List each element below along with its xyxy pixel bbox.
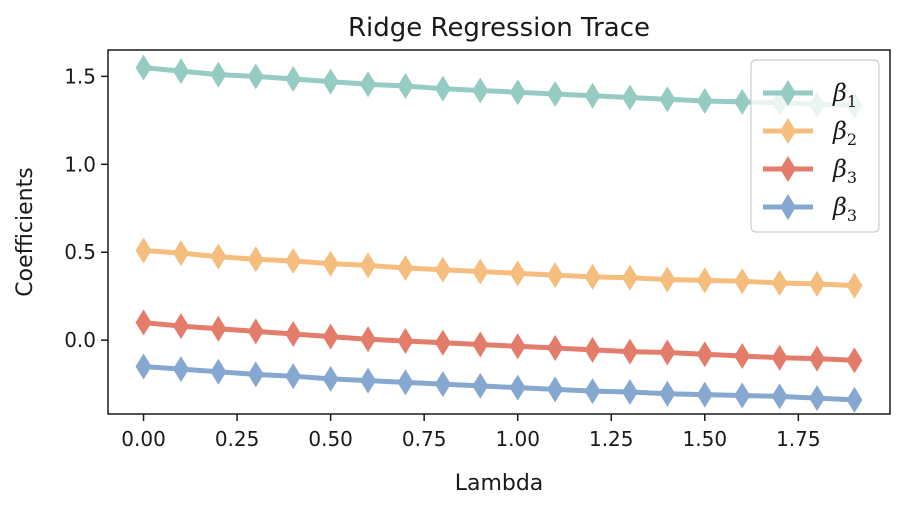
y-tick-label: 0.5 — [64, 240, 96, 264]
data-point — [360, 326, 376, 352]
data-point — [697, 341, 713, 367]
data-point — [248, 246, 264, 272]
x-tick-label: 1.75 — [776, 427, 821, 451]
data-point — [173, 356, 189, 382]
data-point — [397, 73, 413, 99]
data-point — [435, 371, 451, 397]
x-tick-label: 1.50 — [683, 427, 728, 451]
data-point — [210, 359, 226, 385]
data-point — [472, 332, 488, 358]
data-point — [772, 383, 788, 409]
data-point — [248, 318, 264, 344]
data-point — [809, 385, 825, 411]
data-point — [173, 58, 189, 84]
data-point — [585, 337, 601, 363]
x-axis-label: Lambda — [455, 471, 544, 496]
data-point — [510, 79, 526, 105]
data-point — [136, 55, 152, 81]
x-tick-label: 0.75 — [402, 427, 447, 451]
data-point — [323, 366, 339, 392]
data-point — [547, 376, 563, 402]
data-point — [136, 237, 152, 263]
data-point — [734, 383, 750, 409]
data-point — [659, 339, 675, 365]
series-4 — [136, 354, 863, 413]
data-point — [323, 251, 339, 277]
y-axis-ticks: 0.0 0.5 1.0 1.5 — [64, 64, 108, 352]
data-point — [435, 330, 451, 356]
data-point — [360, 368, 376, 394]
data-point — [585, 83, 601, 109]
series-3 — [136, 310, 863, 374]
x-tick-label: 0.25 — [215, 427, 260, 451]
data-point — [285, 248, 301, 274]
data-point — [323, 324, 339, 350]
data-point — [323, 69, 339, 95]
data-point — [734, 89, 750, 115]
data-point — [210, 244, 226, 270]
data-point — [510, 375, 526, 401]
data-point — [472, 77, 488, 103]
data-point — [772, 270, 788, 296]
data-point — [397, 369, 413, 395]
data-point — [846, 387, 862, 413]
data-point — [472, 259, 488, 285]
data-point — [547, 81, 563, 107]
data-point — [622, 339, 638, 365]
data-point — [285, 321, 301, 347]
x-tick-label: 0.50 — [308, 427, 353, 451]
data-point — [697, 382, 713, 408]
data-point — [248, 361, 264, 387]
data-point — [734, 268, 750, 294]
data-point — [697, 88, 713, 114]
data-point — [173, 240, 189, 266]
y-tick-label: 1.0 — [64, 152, 96, 176]
data-point — [210, 62, 226, 88]
data-point — [659, 266, 675, 292]
data-point — [210, 316, 226, 342]
data-point — [846, 347, 862, 373]
data-point — [397, 328, 413, 354]
data-point — [435, 257, 451, 283]
data-point — [510, 260, 526, 286]
x-tick-label: 1.25 — [589, 427, 634, 451]
data-point — [285, 66, 301, 92]
data-point — [360, 252, 376, 278]
data-point — [472, 373, 488, 399]
data-point — [809, 271, 825, 297]
data-point — [510, 333, 526, 359]
data-point — [772, 345, 788, 371]
data-point — [846, 273, 862, 299]
data-point — [585, 264, 601, 290]
data-point — [622, 379, 638, 405]
data-point — [809, 346, 825, 372]
y-tick-label: 0.0 — [64, 328, 96, 352]
data-point — [397, 255, 413, 281]
data-point — [136, 354, 152, 380]
chart-title: Ridge Regression Trace — [348, 13, 650, 43]
data-point — [547, 262, 563, 288]
data-point — [622, 84, 638, 110]
x-axis-ticks: 0.00 0.25 0.50 0.75 1.00 1.25 1.50 1.75 — [121, 414, 820, 451]
data-point — [248, 63, 264, 89]
data-point — [136, 310, 152, 336]
x-tick-label: 0.00 — [121, 427, 166, 451]
data-point — [547, 335, 563, 361]
data-point — [585, 378, 601, 404]
series-2 — [136, 237, 863, 298]
data-point — [659, 86, 675, 112]
data-point — [622, 265, 638, 291]
x-tick-label: 1.00 — [495, 427, 540, 451]
legend: β1 β2 β3 β3 — [751, 60, 879, 232]
y-axis-label: Coefficients — [13, 167, 38, 296]
data-point — [360, 71, 376, 97]
data-point — [285, 363, 301, 389]
data-point — [734, 343, 750, 369]
data-point — [697, 267, 713, 293]
data-point — [173, 313, 189, 339]
y-tick-label: 1.5 — [64, 64, 96, 88]
data-point — [435, 76, 451, 102]
data-point — [659, 381, 675, 407]
